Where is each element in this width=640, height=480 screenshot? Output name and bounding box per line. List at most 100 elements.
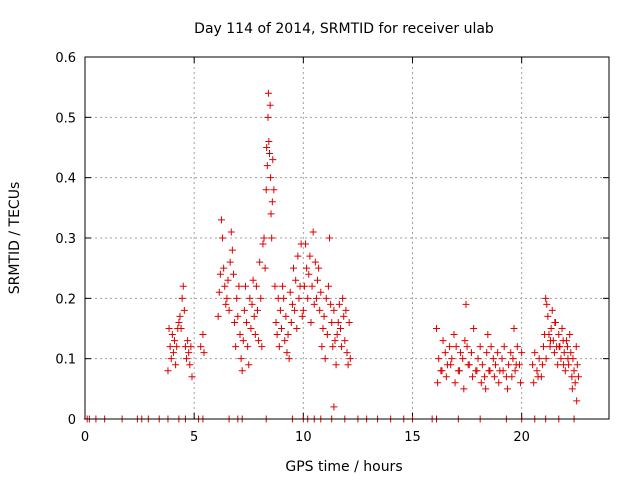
data-point (314, 276, 322, 284)
data-point (312, 294, 320, 302)
data-point (219, 234, 227, 242)
data-point (281, 337, 289, 345)
data-point (555, 343, 563, 351)
data-point (265, 137, 273, 145)
data-point (256, 258, 264, 266)
data-point (489, 355, 497, 363)
data-point (188, 373, 196, 381)
data-point (227, 228, 235, 236)
data-point (339, 294, 347, 302)
data-point (335, 300, 343, 308)
data-point (223, 294, 231, 302)
data-point (494, 349, 502, 357)
data-point (197, 343, 205, 351)
data-point (511, 367, 519, 375)
data-point (269, 156, 277, 164)
data-point (286, 288, 294, 296)
data-point (250, 312, 258, 320)
y-tick-label: 0.2 (55, 292, 76, 307)
data-point (276, 306, 284, 314)
data-point (542, 294, 550, 302)
y-axis-label: SRMTID / TECUs (7, 182, 23, 295)
data-point (483, 349, 491, 357)
data-point (293, 325, 301, 332)
data-point (533, 367, 541, 375)
data-point (434, 379, 442, 387)
data-point (264, 113, 272, 121)
data-point (183, 355, 191, 363)
data-point (510, 325, 518, 332)
data-point (546, 343, 554, 351)
data-point (180, 306, 188, 314)
data-point (294, 252, 302, 260)
data-point (336, 325, 344, 332)
points-layer (83, 89, 582, 423)
data-point (574, 373, 582, 381)
data-point (231, 318, 239, 326)
data-point (283, 349, 291, 357)
data-point (562, 337, 570, 345)
data-point (343, 349, 351, 357)
data-point (236, 331, 244, 339)
data-point (268, 198, 276, 206)
x-tick-label: 20 (513, 430, 530, 445)
data-point (332, 361, 340, 369)
data-point (555, 331, 563, 339)
data-point (185, 349, 193, 357)
data-point (300, 282, 308, 290)
data-point (237, 355, 245, 363)
data-point (505, 361, 513, 369)
data-point (238, 367, 246, 375)
data-point (342, 306, 350, 314)
data-point (490, 373, 498, 381)
data-point (200, 349, 208, 357)
data-point (512, 361, 520, 369)
tick-layer: 0 0.1 0.2 0.3 0.4 0.5 0.6 0 5 10 15 20 (55, 51, 609, 445)
data-point (303, 264, 311, 272)
data-point (224, 276, 232, 284)
data-point (280, 294, 288, 302)
data-point (255, 337, 263, 345)
data-point (568, 373, 576, 381)
data-point (173, 343, 181, 351)
data-point (169, 349, 177, 357)
data-point (247, 325, 255, 332)
data-point (503, 385, 511, 393)
data-point (557, 355, 565, 363)
data-point (216, 270, 224, 278)
data-point (564, 343, 572, 351)
y-tick-label: 0.5 (55, 111, 76, 126)
data-point (308, 282, 316, 290)
data-point (344, 361, 352, 369)
data-point (177, 325, 185, 332)
data-point (298, 312, 306, 320)
data-point (184, 337, 192, 345)
data-point (282, 312, 290, 320)
data-point (487, 343, 495, 351)
data-point (167, 355, 175, 363)
data-point (448, 355, 456, 363)
y-tick-label: 0.4 (55, 172, 76, 187)
data-point (251, 331, 259, 339)
data-point (518, 349, 526, 357)
data-point (253, 306, 261, 314)
x-tick-label: 5 (190, 430, 198, 445)
y-tick-label: 0 (68, 413, 76, 428)
data-point (291, 306, 299, 314)
data-point (341, 337, 349, 345)
data-point (320, 312, 328, 320)
data-point (234, 312, 242, 320)
data-point (570, 367, 578, 375)
data-point (547, 325, 555, 332)
data-point (542, 355, 550, 363)
data-point (229, 270, 237, 278)
plot-frame (84, 56, 610, 420)
y-tick-label: 0.3 (55, 232, 76, 247)
data-point (546, 337, 554, 345)
data-point (450, 331, 458, 339)
data-point (507, 349, 515, 357)
data-point (530, 379, 538, 387)
data-point (540, 343, 547, 351)
data-point (310, 300, 318, 308)
